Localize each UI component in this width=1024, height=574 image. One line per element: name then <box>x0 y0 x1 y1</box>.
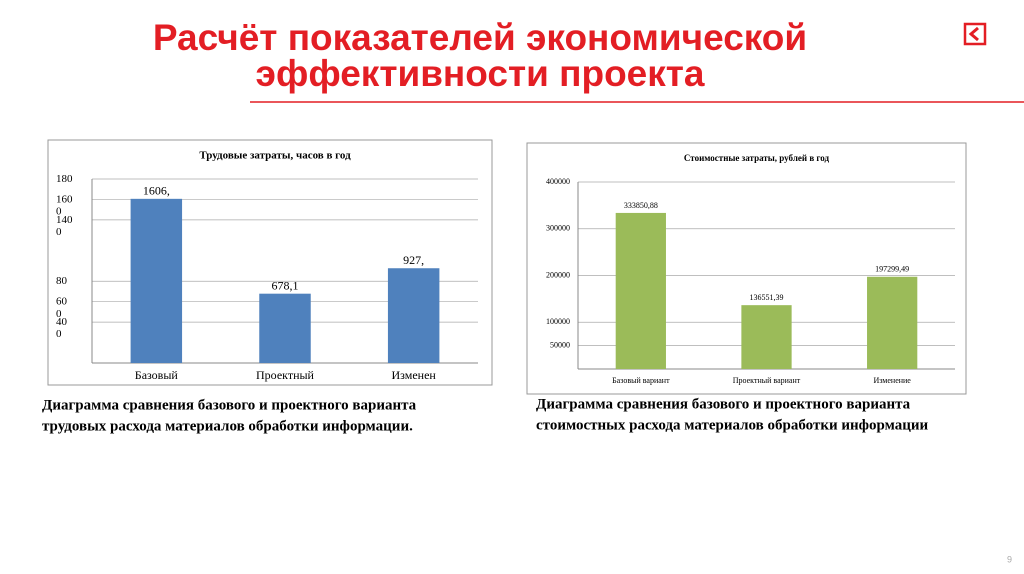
value-label: 678,1 <box>272 278 299 292</box>
bar <box>867 276 918 369</box>
bar <box>741 305 792 369</box>
caption: трудовых расхода материалов обработки ин… <box>42 418 413 434</box>
x-tick-label: Проектный <box>256 368 315 382</box>
y-tick-label: 160 0 <box>56 193 73 217</box>
value-label: 197299,49 <box>875 265 909 274</box>
y-tick-label: 60 0 <box>56 295 68 319</box>
y-tick-label: 50000 <box>550 340 570 349</box>
y-tick-label: 400000 <box>546 177 570 186</box>
y-tick-label: 180 <box>56 173 73 185</box>
caption: Диаграмма сравнения базового и проектног… <box>42 397 417 413</box>
y-tick-label: 100000 <box>546 317 570 326</box>
x-tick-label: Базовый <box>135 368 179 382</box>
bar <box>615 212 666 369</box>
x-tick-label: Изменен <box>392 368 437 382</box>
chart-title: Трудовые затраты, часов в год <box>199 150 351 162</box>
y-tick-label: 40 0 <box>56 316 68 340</box>
value-label: 333850,88 <box>624 201 658 210</box>
value-label: 136551,39 <box>750 293 784 302</box>
y-tick-label: 80 <box>56 275 68 287</box>
chart-title: Стоимостные затраты, рублей в год <box>684 153 830 163</box>
caption: Диаграмма сравнения базового и проектног… <box>536 396 911 412</box>
x-tick-label: Изменение <box>873 376 911 385</box>
y-tick-label: 200000 <box>546 270 570 279</box>
back-button[interactable] <box>963 22 987 46</box>
y-tick-label: 300000 <box>546 224 570 233</box>
bar <box>259 293 311 363</box>
title-line: Расчёт показателей экономической <box>153 17 807 58</box>
x-tick-label: Проектный вариант <box>733 376 801 385</box>
page-number: 9 <box>1007 554 1012 564</box>
caption: стоимостных расхода материалов обработки… <box>536 417 929 433</box>
value-label: 927, <box>403 253 424 267</box>
bar <box>387 268 440 363</box>
value-label: 1606, <box>143 184 170 198</box>
bar <box>130 198 183 363</box>
y-tick-label: 140 0 <box>56 213 73 237</box>
x-tick-label: Базовый вариант <box>612 376 670 385</box>
title-line: эффективности проекта <box>256 53 705 94</box>
